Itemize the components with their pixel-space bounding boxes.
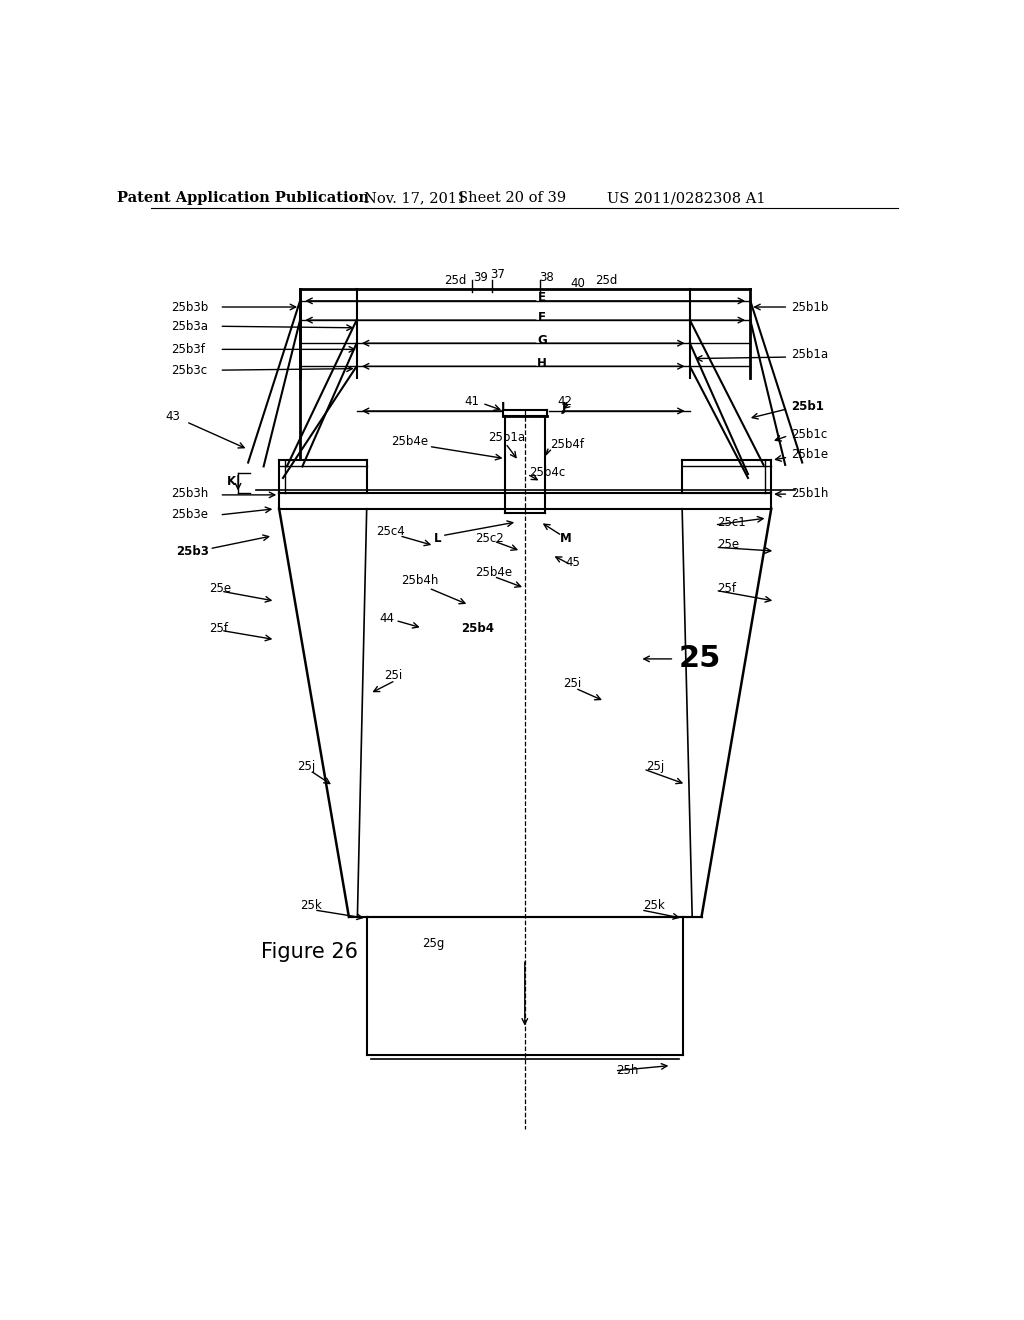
- Text: 25b3a: 25b3a: [171, 319, 208, 333]
- Text: 39: 39: [473, 271, 488, 284]
- Text: 25b4c: 25b4c: [529, 466, 565, 479]
- Text: Sheet 20 of 39: Sheet 20 of 39: [458, 191, 565, 206]
- Text: H: H: [537, 356, 547, 370]
- Text: 25b1e: 25b1e: [791, 449, 827, 462]
- Text: Figure 26: Figure 26: [261, 941, 358, 961]
- Text: 25b1h: 25b1h: [791, 487, 828, 500]
- Text: 40: 40: [570, 277, 585, 289]
- Text: 25k: 25k: [643, 899, 666, 912]
- Text: 25c1: 25c1: [717, 516, 745, 529]
- Text: 25b3e: 25b3e: [171, 508, 208, 520]
- Text: Patent Application Publication: Patent Application Publication: [117, 191, 369, 206]
- Text: 44: 44: [380, 612, 395, 626]
- Text: K: K: [226, 475, 236, 488]
- Text: 25b1: 25b1: [791, 400, 823, 413]
- Text: 25b3f: 25b3f: [171, 343, 205, 356]
- Text: 25b3b: 25b3b: [171, 301, 208, 314]
- Text: 25i: 25i: [384, 669, 402, 682]
- Text: 41: 41: [465, 395, 479, 408]
- Text: I: I: [501, 401, 505, 414]
- Text: G: G: [537, 334, 547, 347]
- Text: 25b4e: 25b4e: [475, 566, 512, 579]
- Text: 45: 45: [566, 556, 581, 569]
- Text: 25d: 25d: [443, 273, 466, 286]
- Text: 25d: 25d: [595, 273, 617, 286]
- Text: L: L: [434, 532, 441, 545]
- Text: 25b4h: 25b4h: [400, 574, 438, 587]
- Text: 38: 38: [539, 271, 554, 284]
- Text: 25b3c: 25b3c: [171, 363, 207, 376]
- Text: 42: 42: [558, 395, 572, 408]
- Text: 25h: 25h: [616, 1064, 639, 1077]
- Text: 25: 25: [678, 644, 721, 673]
- Text: 25j: 25j: [646, 760, 664, 774]
- Text: 25j: 25j: [297, 760, 315, 774]
- Text: 25f: 25f: [209, 622, 228, 635]
- Text: 25f: 25f: [717, 582, 736, 594]
- Text: 25b3h: 25b3h: [171, 487, 208, 500]
- Text: 25b1b: 25b1b: [791, 301, 828, 314]
- Text: 25b1a: 25b1a: [488, 432, 525, 445]
- Text: 25b4: 25b4: [461, 622, 495, 635]
- Text: 25b3: 25b3: [176, 545, 209, 557]
- Text: 25c4: 25c4: [376, 525, 404, 539]
- Text: E: E: [538, 292, 546, 305]
- Text: 25b4f: 25b4f: [550, 438, 585, 451]
- Text: 25e: 25e: [717, 539, 739, 552]
- Text: 25c2: 25c2: [475, 532, 504, 545]
- Text: M: M: [560, 532, 571, 545]
- Text: 25b4e: 25b4e: [391, 436, 429, 449]
- Text: 25e: 25e: [209, 582, 231, 594]
- Text: F: F: [538, 310, 546, 323]
- Text: 43: 43: [165, 409, 180, 422]
- Text: J: J: [561, 401, 565, 414]
- Text: US 2011/0282308 A1: US 2011/0282308 A1: [607, 191, 765, 206]
- Text: Nov. 17, 2011: Nov. 17, 2011: [364, 191, 466, 206]
- Text: 25b1a: 25b1a: [791, 348, 827, 362]
- Text: 25k: 25k: [300, 899, 322, 912]
- Text: 37: 37: [490, 268, 505, 281]
- Text: 25g: 25g: [423, 937, 444, 950]
- Text: 25b1c: 25b1c: [791, 428, 826, 441]
- Text: 25i: 25i: [563, 677, 582, 690]
